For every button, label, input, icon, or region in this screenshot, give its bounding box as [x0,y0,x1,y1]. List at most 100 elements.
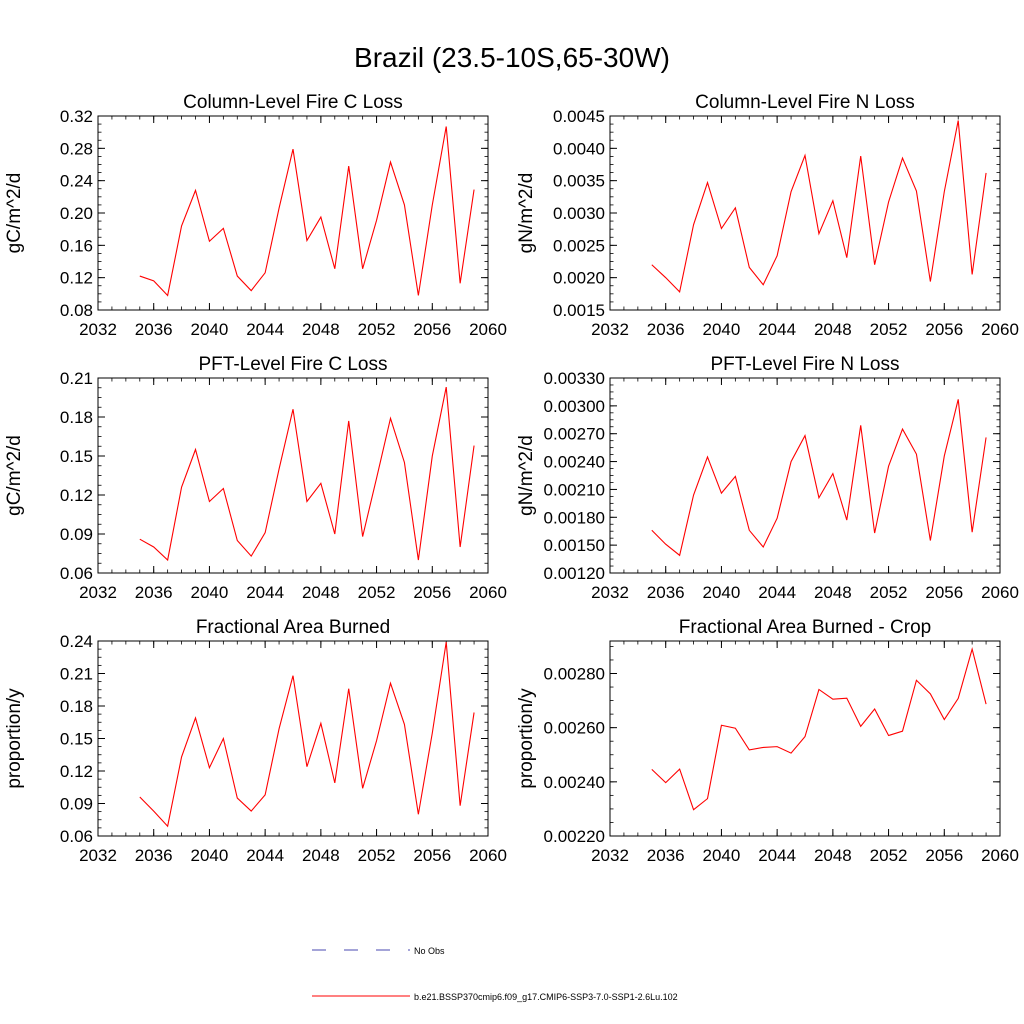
y-tick-label: 0.12 [60,486,93,505]
y-tick-label: 0.00220 [544,827,605,846]
y-tick-label: 0.00240 [544,453,605,472]
legend-label: No Obs [414,946,445,956]
series-line [139,386,475,562]
x-tick-label: 2048 [814,320,852,339]
y-tick-label: 0.18 [60,408,93,427]
x-tick-label: 2056 [925,846,963,865]
y-tick-label: 0.18 [60,697,93,716]
y-tick-label: 0.00280 [544,665,605,684]
x-tick-label: 2056 [925,583,963,602]
y-tick-label: 0.00120 [544,564,605,583]
x-tick-label: 2040 [703,320,741,339]
y-tick-label: 0.00240 [544,773,605,792]
chart-panel-3: PFT-Level Fire C Loss gC/m^2/d 2032 2036 204… [4,354,507,602]
x-tick-label: 2044 [246,846,284,865]
y-tick-label: 0.06 [60,827,93,846]
x-tick-label: 2056 [925,320,963,339]
legend: No Obs b.e21.BSSP370cmip6.f09_g17.CMIP6-S… [312,946,678,1002]
panel-title: PFT-Level Fire N Loss [711,354,900,375]
x-tick-label: 2040 [191,320,229,339]
y-tick-label: 0.15 [60,447,93,466]
panel-title: Column-Level Fire C Loss [183,92,403,113]
x-tick-label: 2036 [135,320,173,339]
y-tick-label: 0.12 [60,269,93,288]
y-tick-label: 0.24 [60,632,93,651]
x-tick-label: 2056 [413,320,451,339]
panel-title: Column-Level Fire N Loss [695,92,915,113]
x-tick-label: 2044 [246,320,284,339]
x-tick-label: 2052 [870,320,908,339]
x-tick-label: 2060 [469,583,507,602]
x-tick-label: 2036 [647,846,685,865]
x-tick-label: 2048 [302,320,340,339]
y-axis-label: gC/m^2/d [4,173,25,254]
x-tick-label: 2040 [191,846,229,865]
y-tick-label: 0.0040 [553,139,605,158]
x-tick-label: 2052 [870,846,908,865]
series-line [651,399,987,557]
y-tick-label: 0.00180 [544,508,605,527]
series-line [651,646,987,811]
y-axis-label: gN/m^2/d [516,173,537,254]
x-tick-label: 2052 [358,583,396,602]
plot-frame [97,115,489,311]
x-tick-label: 2032 [591,320,629,339]
x-tick-label: 2032 [591,846,629,865]
y-tick-label: 0.08 [60,301,93,320]
x-tick-label: 2056 [413,846,451,865]
plot-frame [609,640,1001,837]
x-tick-label: 2032 [79,846,117,865]
x-tick-label: 2048 [814,583,852,602]
chart-panel-4: PFT-Level Fire N Loss gN/m^2/d 2032 2036 204… [516,354,1019,602]
y-tick-label: 0.0035 [553,172,605,191]
x-tick-label: 2040 [703,846,741,865]
x-tick-label: 2060 [981,320,1019,339]
y-axis-label: proportion/y [516,688,537,789]
chart-panel-5: Fractional Area Burned proportion/y 2032 20… [4,617,507,865]
series-line [651,120,987,294]
x-tick-label: 2036 [135,846,173,865]
y-axis-label: gN/m^2/d [516,435,537,516]
chart-panel-6: Fractional Area Burned - Crop proportion/… [516,617,1019,865]
y-tick-label: 0.00270 [544,425,605,444]
y-tick-label: 0.32 [60,107,93,126]
x-tick-label: 2040 [703,583,741,602]
y-tick-label: 0.0020 [553,269,605,288]
y-tick-label: 0.21 [60,665,93,684]
figure-title: Brazil (23.5-10S,65-30W) [354,42,670,73]
y-tick-label: 0.24 [60,172,93,191]
legend-label: b.e21.BSSP370cmip6.f09_g17.CMIP6-SSP3-7.… [414,992,678,1002]
y-tick-label: 0.00300 [544,397,605,416]
plot-frame [97,640,489,837]
x-tick-label: 2044 [758,320,796,339]
x-tick-label: 2032 [591,583,629,602]
chart-panel-2: Column-Level Fire N Loss gN/m^2/d 2032 2036… [516,92,1019,339]
series-line [139,641,475,828]
x-tick-label: 2032 [79,320,117,339]
y-tick-label: 0.0045 [553,107,605,126]
x-tick-label: 2060 [981,583,1019,602]
panel-title: Fractional Area Burned [196,617,390,638]
x-tick-label: 2056 [413,583,451,602]
x-tick-label: 2052 [870,583,908,602]
y-tick-label: 0.00210 [544,480,605,499]
y-axis-label: proportion/y [4,688,25,789]
x-tick-label: 2036 [135,583,173,602]
y-tick-label: 0.09 [60,795,93,814]
x-tick-label: 2036 [647,320,685,339]
panel-title: Fractional Area Burned - Crop [679,617,931,638]
series-line [139,126,475,297]
x-tick-label: 2048 [814,846,852,865]
x-tick-label: 2060 [469,846,507,865]
x-tick-label: 2048 [302,846,340,865]
x-tick-label: 2044 [758,583,796,602]
y-tick-label: 0.12 [60,762,93,781]
x-tick-label: 2044 [246,583,284,602]
y-tick-label: 0.28 [60,139,93,158]
y-tick-label: 0.09 [60,525,93,544]
x-tick-label: 2040 [191,583,229,602]
y-tick-label: 0.15 [60,730,93,749]
x-tick-label: 2060 [469,320,507,339]
panel-title: PFT-Level Fire C Loss [199,354,388,375]
